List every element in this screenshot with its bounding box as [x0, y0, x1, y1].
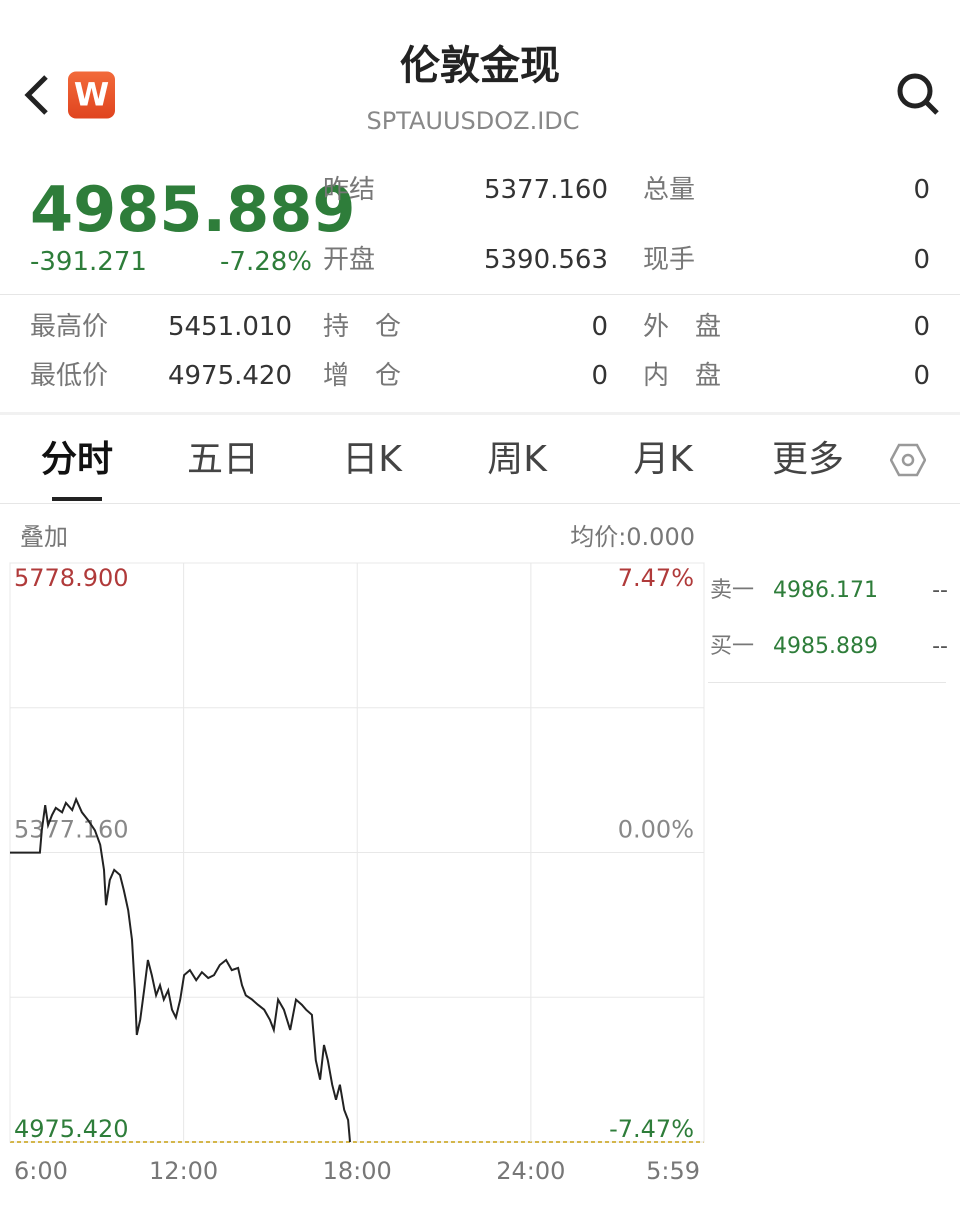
stat-value: 0: [591, 312, 608, 342]
stat-value: 0: [913, 175, 930, 205]
title: 伦敦金现: [400, 43, 560, 89]
stat-label: 开盘: [323, 245, 376, 275]
last-price: 4985.889: [30, 173, 356, 246]
app-logo: W: [68, 71, 115, 119]
stat-value: 0: [913, 312, 930, 342]
overlay-button[interactable]: 叠加: [20, 523, 68, 551]
y-tick-label: 5778.900: [14, 564, 129, 592]
stat-label: 最高价: [30, 312, 109, 342]
divider: [0, 294, 960, 295]
stat-value: 5451.010: [167, 312, 292, 342]
stat-value: 5377.160: [483, 175, 608, 205]
stat-value: 4975.420: [167, 361, 292, 391]
y2-tick-label: 0.00%: [618, 816, 694, 844]
stat-label: 昨结: [323, 175, 376, 205]
order-volume: --: [932, 634, 948, 659]
stat-value: 5390.563: [483, 245, 608, 275]
tab[interactable]: 更多: [771, 439, 845, 480]
tab[interactable]: 日K: [342, 439, 402, 480]
stat-value: 0: [913, 245, 930, 275]
divider: [0, 412, 960, 415]
stat-label: 持 仓: [323, 312, 402, 342]
x-tick-label: 12:00: [149, 1157, 218, 1185]
price-change-pct: -7.28%: [220, 247, 312, 277]
divider: [0, 503, 960, 504]
average-price: 均价:0.000: [570, 523, 695, 551]
price-change: -391.271: [30, 247, 147, 277]
intraday-chart: 5778.900 5377.160 4975.420 7.47% 0.00% -7.47%…: [9, 562, 705, 1185]
x-tick-label: 18:00: [323, 1157, 392, 1185]
x-tick-label: 24:00: [496, 1157, 565, 1185]
stat-label: 内 盘: [643, 361, 722, 391]
stat-label: 增 仓: [323, 361, 402, 391]
x-tick-label: 6:00: [14, 1157, 68, 1185]
y2-tick-label: 7.47%: [618, 564, 694, 592]
stat-label: 现手: [643, 245, 696, 275]
stat-value: 0: [913, 361, 930, 391]
stat-value: 0: [591, 361, 608, 391]
divider: [708, 682, 946, 683]
tab-underline: [52, 497, 102, 501]
order-volume: --: [932, 578, 948, 603]
x-tick-label: 5:59: [646, 1157, 700, 1185]
price-line: [10, 796, 351, 1143]
order-label: 买一: [710, 634, 755, 659]
stat-label: 总量: [643, 175, 696, 205]
tab[interactable]: 周K: [487, 439, 547, 480]
order-label: 卖一: [710, 578, 755, 603]
back-button[interactable]: [22, 73, 52, 117]
tab[interactable]: 分时: [40, 439, 114, 480]
y-tick-label: 5377.160: [14, 816, 129, 844]
search-button[interactable]: [895, 71, 943, 119]
y2-tick-label: -7.47%: [609, 1115, 694, 1143]
settings-button[interactable]: [890, 442, 926, 478]
stat-label: 最低价: [30, 361, 109, 391]
y-tick-label: 4975.420: [14, 1115, 129, 1143]
subtitle: SPTAUUSDOZ.IDC: [366, 107, 580, 135]
order-price: 4986.171: [773, 578, 878, 603]
order-price: 4985.889: [773, 634, 878, 659]
stat-label: 外 盘: [643, 312, 722, 342]
tab[interactable]: 月K: [633, 439, 693, 480]
tab[interactable]: 五日: [186, 439, 260, 480]
